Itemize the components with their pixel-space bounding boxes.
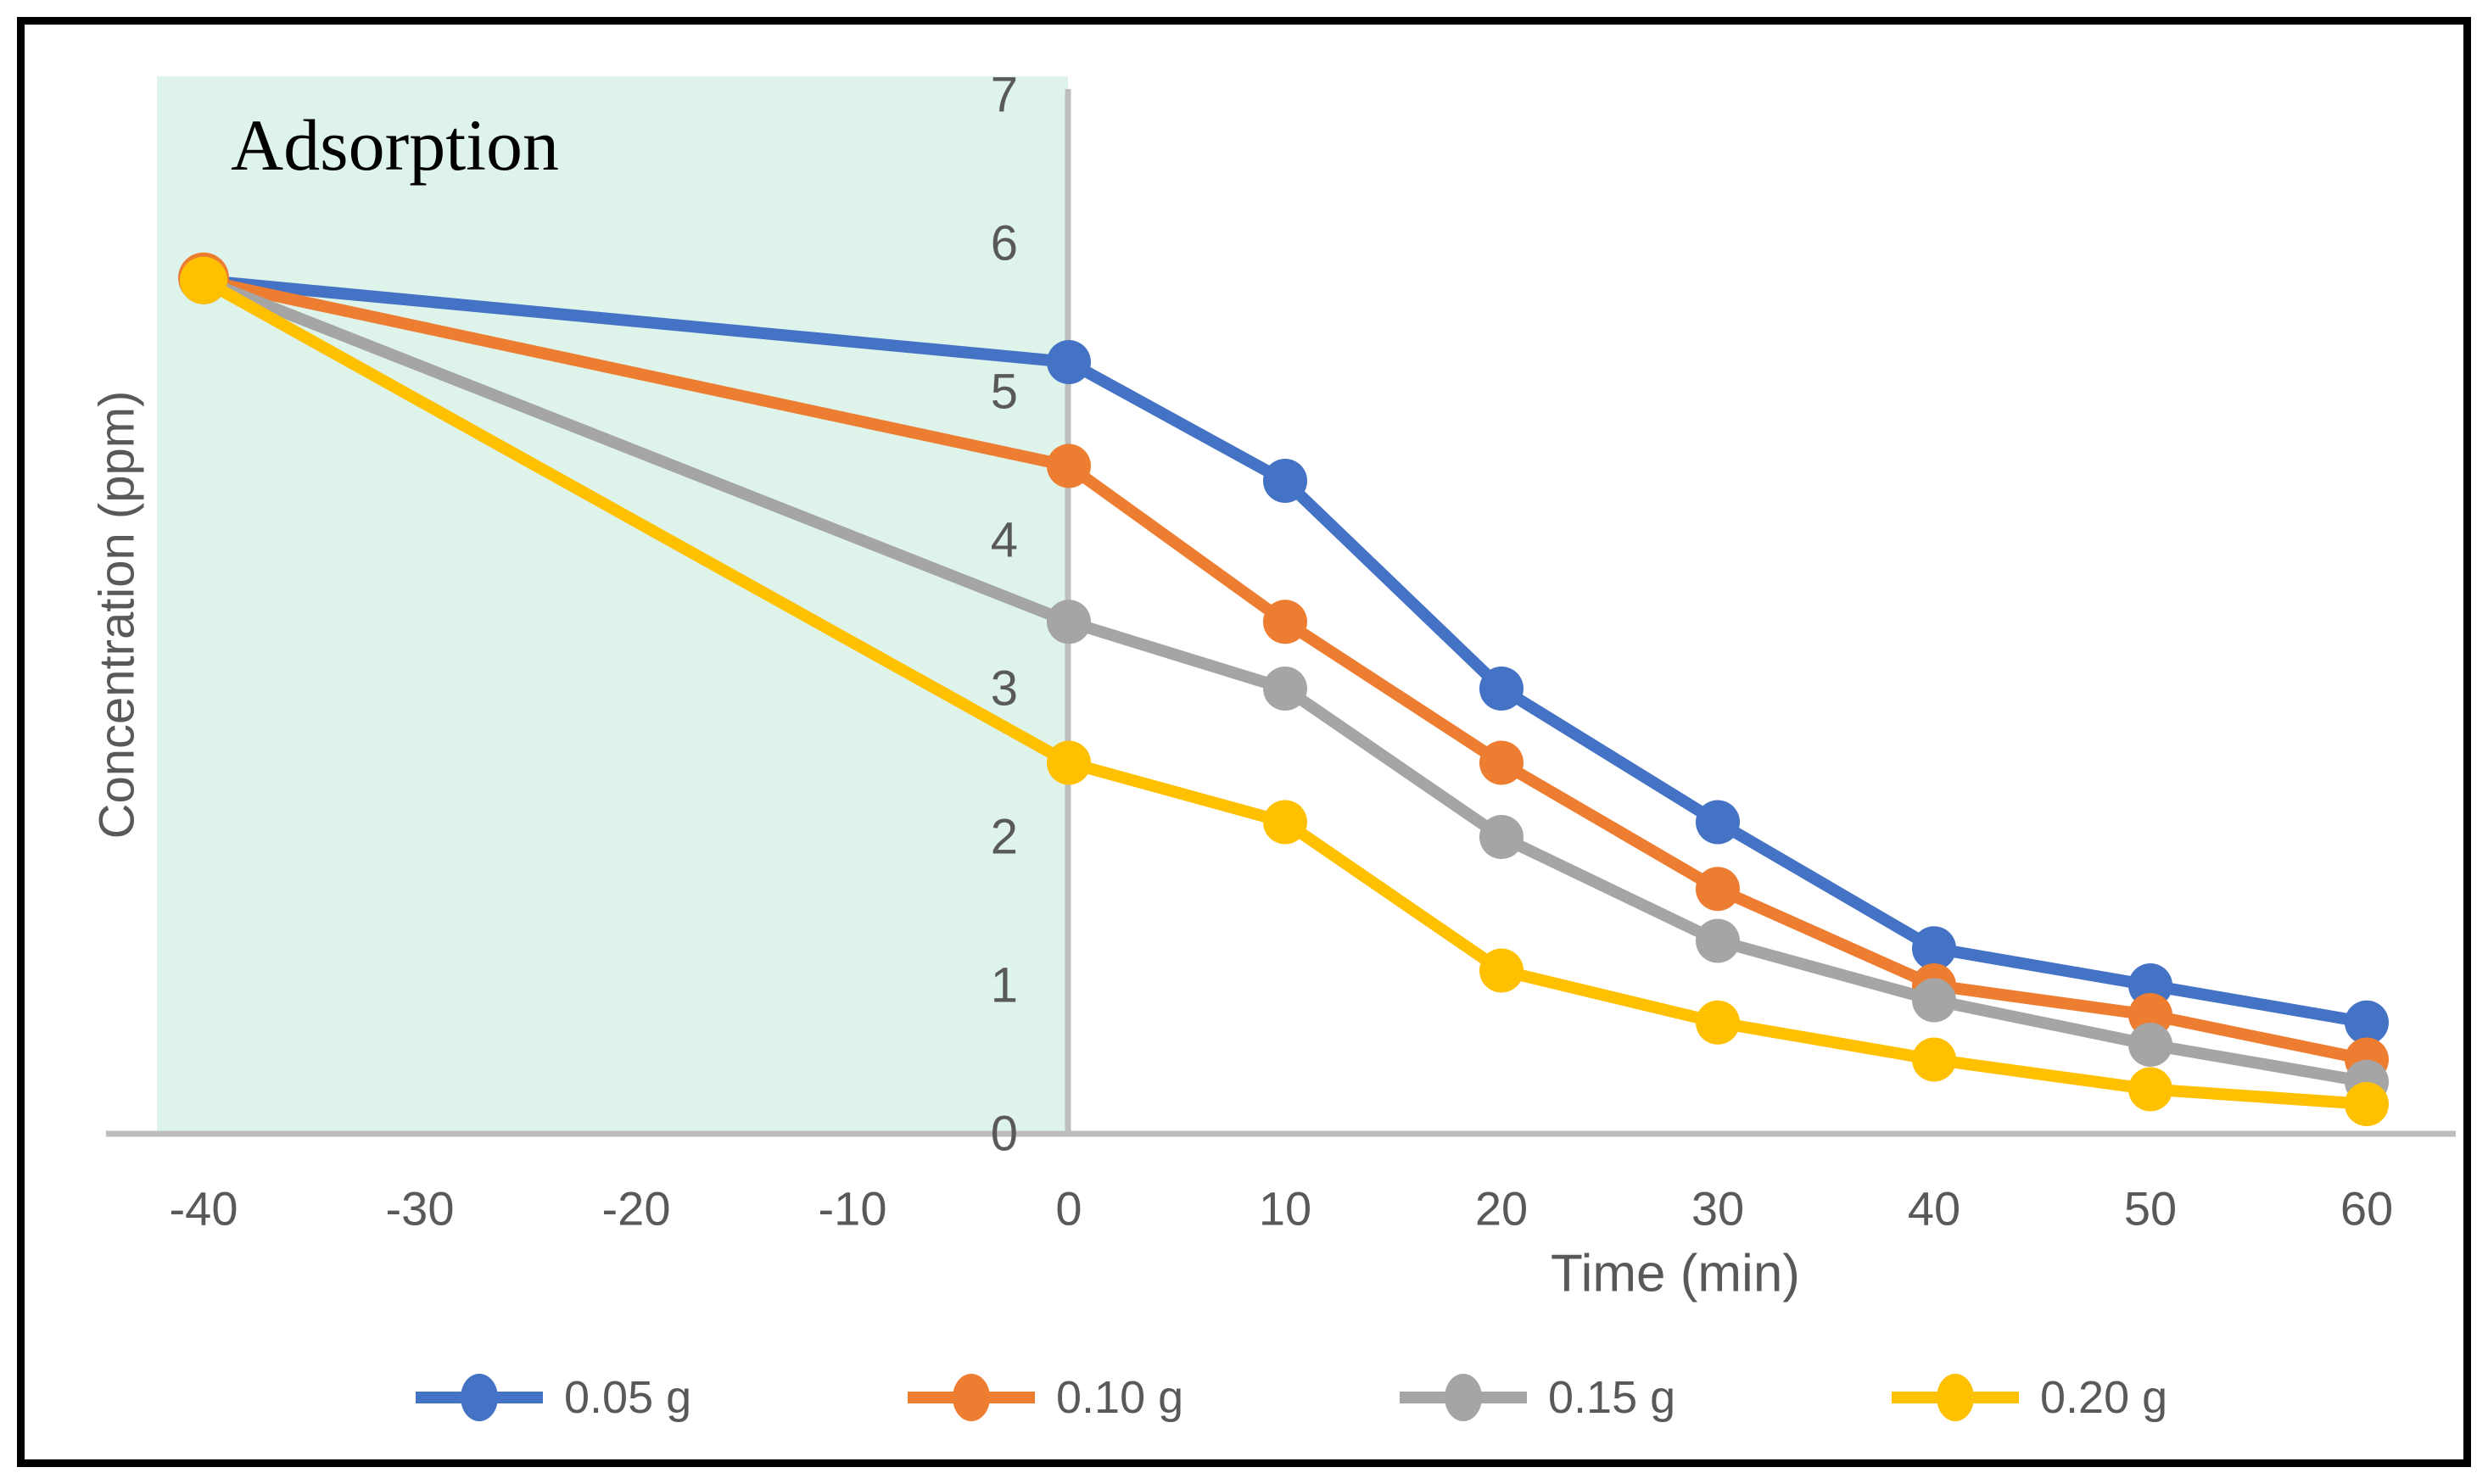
data-point-marker-0-05-g	[1912, 926, 1956, 971]
data-point-marker-0-15-g	[1696, 918, 1740, 963]
x-tick-label: 40	[1908, 1182, 1960, 1236]
data-point-marker-0-05-g	[1479, 667, 1524, 711]
legend-marker-icon-0-10-g	[953, 1374, 990, 1421]
data-point-marker-0-05-g	[1047, 340, 1091, 384]
data-point-marker-0-20-g	[1912, 1037, 1956, 1082]
series-line-0-15-g	[198, 274, 2373, 1088]
data-point-marker-0-20-g	[2345, 1082, 2389, 1126]
data-point-marker-0-10-g	[1479, 740, 1524, 785]
y-tick-label: 1	[991, 958, 1018, 1013]
data-point-marker-0-15-g	[2128, 1023, 2172, 1067]
x-tick-label: -10	[819, 1182, 887, 1236]
x-tick-label: 50	[2124, 1182, 2177, 1236]
legend-marker-icon-0-15-g	[1445, 1374, 1482, 1421]
legend-item-0-20-g: 0.20 g	[1892, 1372, 2167, 1423]
data-point-marker-0-10-g	[1263, 600, 1307, 644]
y-tick-label: 7	[991, 68, 1018, 123]
data-point-marker-0-15-g	[1047, 600, 1091, 644]
legend-item-0-05-g: 0.05 g	[416, 1372, 691, 1423]
y-tick-label: 3	[991, 661, 1018, 717]
data-point-marker-0-20-g	[1047, 740, 1091, 785]
legend-label-0-20-g: 0.20 g	[2040, 1372, 2167, 1423]
series-0-20-g	[180, 256, 2389, 1126]
series-0-10-g	[178, 252, 2389, 1082]
x-tick-label: 0	[1055, 1182, 1082, 1236]
data-point-marker-0-15-g	[1912, 978, 1956, 1023]
data-point-marker-0-15-g	[1263, 667, 1307, 711]
data-point-marker-0-20-g	[180, 256, 227, 304]
data-point-marker-0-20-g	[1479, 948, 1524, 993]
data-point-marker-0-15-g	[1479, 815, 1524, 859]
x-tick-label: -40	[170, 1182, 238, 1236]
y-tick-labels: 0 1 2 3 4 5 6 7	[991, 68, 1018, 1162]
series-lines	[178, 252, 2389, 1126]
series-line-0-20-g	[198, 274, 2373, 1110]
x-tick-label: -20	[602, 1182, 671, 1236]
x-tick-label: 60	[2340, 1182, 2393, 1236]
data-point-marker-0-20-g	[1696, 1000, 1740, 1045]
x-tick-label: 20	[1475, 1182, 1528, 1236]
legend-item-0-10-g: 0.10 g	[908, 1372, 1183, 1423]
y-tick-label: 6	[991, 216, 1018, 271]
legend-item-0-15-g: 0.15 g	[1400, 1372, 1675, 1423]
legend-label-0-10-g: 0.10 g	[1056, 1372, 1183, 1423]
y-tick-label: 2	[991, 810, 1018, 865]
data-point-marker-0-05-g	[2345, 1000, 2389, 1045]
data-point-marker-0-10-g	[1696, 867, 1740, 912]
y-tick-label: 0	[991, 1107, 1018, 1162]
data-point-marker-0-05-g	[1696, 800, 1740, 845]
data-point-marker-0-10-g	[1047, 444, 1091, 488]
x-tick-label: -30	[386, 1182, 455, 1236]
y-axis-title: Concentration (ppm)	[90, 391, 145, 840]
legend-marker-icon-0-20-g	[1937, 1374, 1974, 1421]
x-axis-title: Time (min)	[1551, 1245, 1800, 1303]
y-tick-label: 5	[991, 365, 1018, 420]
data-point-marker-0-05-g	[1263, 459, 1307, 503]
adsorption-shaded-region	[157, 76, 1068, 1134]
series-line-0-05-g	[198, 274, 2373, 1029]
data-point-marker-0-20-g	[2128, 1067, 2172, 1112]
adsorption-region-label: Adsorption	[231, 104, 559, 186]
y-tick-label: 4	[991, 513, 1018, 568]
x-tick-label: 30	[1691, 1182, 1744, 1236]
legend-marker-icon-0-05-g	[461, 1374, 498, 1421]
x-tick-label: 10	[1259, 1182, 1311, 1236]
legend: 0.05 g 0.10 g 0.15 g 0.20 g	[416, 1372, 2167, 1423]
data-point-marker-0-20-g	[1263, 800, 1307, 845]
series-0-05-g	[180, 256, 2389, 1045]
series-line-0-10-g	[198, 274, 2373, 1066]
x-tick-labels: -40 -30 -20 -10 0 10 20 30 40 50 60	[170, 1182, 2394, 1236]
legend-label-0-15-g: 0.15 g	[1548, 1372, 1675, 1423]
legend-label-0-05-g: 0.05 g	[564, 1372, 691, 1423]
